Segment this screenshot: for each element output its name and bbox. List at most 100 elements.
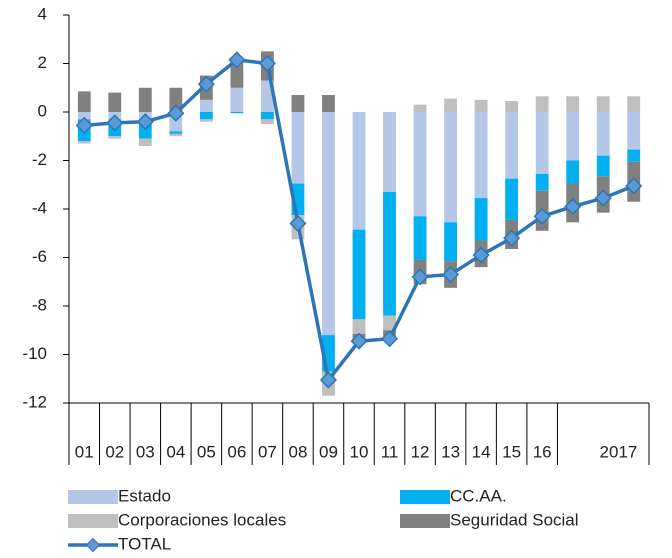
bar-segment	[413, 104, 427, 112]
bar-segment	[169, 133, 183, 137]
legend-swatch	[400, 490, 450, 504]
legend-swatch	[68, 514, 118, 528]
line-marker	[228, 51, 246, 69]
x-tick-label: 11	[381, 442, 399, 461]
bar-segment	[291, 112, 305, 184]
bar-segment	[566, 96, 580, 112]
bar-segment	[261, 112, 274, 120]
bar-segment	[322, 112, 335, 336]
x-tick-label: 2017	[600, 442, 638, 461]
x-tick-label: 06	[227, 442, 246, 461]
y-tick-label: 2	[38, 53, 47, 72]
y-tick-label: -8	[32, 295, 47, 314]
bar-segment	[230, 87, 244, 112]
line-marker	[75, 116, 93, 134]
bar-segment	[230, 112, 244, 114]
x-tick-label: 09	[319, 442, 338, 461]
bar-segment	[474, 99, 488, 112]
bar-segment	[383, 315, 396, 331]
x-tick-label: 01	[75, 442, 94, 461]
line-marker	[258, 54, 276, 73]
bar-segment	[627, 96, 641, 112]
bar-segment	[108, 92, 122, 112]
line-marker	[533, 207, 551, 225]
line-marker	[472, 246, 490, 264]
y-tick-label: 0	[38, 101, 47, 120]
y-tick-label: -12	[22, 392, 47, 411]
bar-segment	[383, 112, 396, 193]
bar-segment	[291, 95, 305, 112]
x-tick-label: 03	[136, 442, 155, 461]
bar-segment	[230, 59, 244, 88]
line-marker	[625, 177, 643, 195]
legend-swatch	[68, 490, 118, 504]
bar-segment	[566, 160, 580, 184]
line-marker	[319, 371, 338, 389]
bar-segment	[199, 112, 213, 120]
line-marker	[106, 114, 124, 132]
legend-label: TOTAL	[118, 534, 171, 553]
y-tick-label: -10	[22, 344, 47, 363]
line-marker	[197, 75, 215, 93]
x-tick-label: 15	[502, 442, 521, 461]
line-marker	[411, 268, 429, 286]
bar-segment	[322, 95, 335, 112]
bar-segment	[474, 198, 488, 241]
bar-segment	[505, 112, 519, 179]
bar-segment	[444, 112, 457, 223]
bar-segment	[596, 112, 610, 156]
bar-segment	[261, 119, 274, 125]
line-marker	[136, 113, 154, 131]
bar-segment	[444, 98, 457, 112]
bar-segment	[505, 178, 519, 220]
bar-segment	[383, 192, 396, 316]
bar-segment	[596, 96, 610, 112]
x-tick-label: 05	[197, 442, 216, 461]
x-tick-label: 08	[288, 442, 307, 461]
bar-segment	[352, 319, 366, 334]
bar-segment	[596, 155, 610, 177]
legend-label: Corporaciones locales	[118, 510, 286, 529]
x-tick-label: 14	[472, 442, 491, 461]
bar-segment	[627, 149, 641, 162]
bar-segment	[77, 112, 91, 120]
bar-segment	[77, 91, 91, 112]
bar-segment	[352, 229, 366, 320]
bar-segment	[566, 112, 580, 161]
bar-segment	[169, 131, 183, 134]
bar-segment	[138, 87, 152, 112]
x-tick-label: 12	[411, 442, 430, 461]
bar-segment	[535, 96, 549, 112]
line-marker	[564, 198, 582, 216]
bar-segment	[535, 112, 549, 174]
bar-segment	[108, 136, 122, 139]
x-tick-label: 16	[533, 442, 552, 461]
bar-segment	[474, 112, 488, 199]
line-marker	[594, 189, 612, 207]
legend-swatch	[400, 514, 450, 528]
legend-label: Seguridad Social	[450, 510, 579, 529]
bar-segment	[199, 119, 213, 122]
x-tick-label: 07	[258, 442, 277, 461]
bar-segment	[138, 138, 152, 146]
line-marker	[380, 330, 399, 348]
bar-segment	[352, 112, 366, 230]
legend-label: Estado	[118, 486, 171, 505]
x-tick-label: 13	[441, 442, 460, 461]
line-marker	[350, 332, 368, 350]
legend-marker	[85, 537, 101, 553]
line-marker	[442, 265, 460, 284]
bar-segment	[413, 216, 427, 260]
line-marker	[503, 229, 521, 247]
y-tick-label: -2	[32, 150, 47, 169]
bar-segment	[535, 173, 549, 191]
bar-segment	[413, 112, 427, 217]
line-marker	[167, 104, 185, 122]
bar-segment	[77, 141, 91, 144]
bar-segment	[444, 222, 457, 262]
line-marker	[289, 214, 307, 233]
bar-segment	[199, 99, 213, 112]
x-tick-label: 02	[105, 442, 124, 461]
bar-segment	[505, 101, 519, 112]
